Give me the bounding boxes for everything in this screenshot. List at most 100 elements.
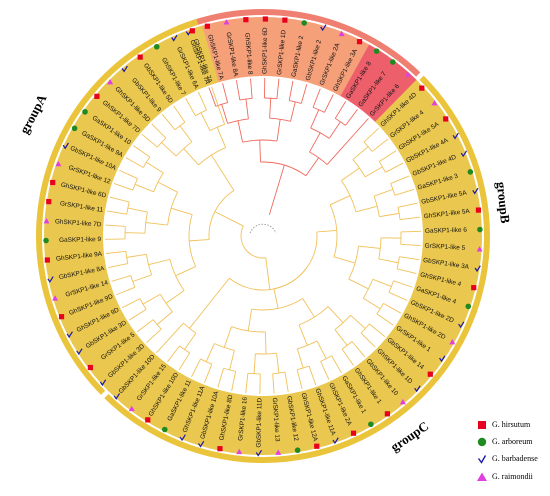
branch-line bbox=[197, 91, 207, 111]
clade-sector bbox=[255, 16, 277, 77]
species-marker-barbadense bbox=[255, 449, 263, 457]
branch-arc bbox=[360, 323, 370, 334]
species-marker-arboreum bbox=[368, 421, 374, 428]
branch-line bbox=[308, 365, 317, 386]
branch-arc bbox=[159, 293, 173, 312]
species-marker-hirsutum bbox=[50, 179, 56, 186]
branch-arc bbox=[223, 367, 236, 372]
branch-line bbox=[296, 348, 304, 369]
branch-arc bbox=[188, 214, 197, 267]
clade-sector bbox=[121, 358, 173, 417]
branch-arc bbox=[208, 190, 235, 240]
legend-item-raimondii: G. raimondii bbox=[476, 470, 533, 482]
branch-line bbox=[348, 278, 369, 290]
species-marker-barbadense bbox=[99, 379, 107, 387]
branch-arc bbox=[376, 303, 384, 315]
species-marker-hirsutum bbox=[356, 39, 363, 45]
red-square-icon bbox=[476, 418, 488, 430]
species-marker-arboreum bbox=[71, 125, 78, 132]
branch-line bbox=[363, 128, 379, 143]
branch-line bbox=[316, 230, 337, 233]
branch-arc bbox=[126, 201, 130, 215]
branch-line bbox=[326, 147, 343, 165]
species-marker-raimondii bbox=[399, 398, 406, 405]
species-marker-barbadense bbox=[414, 385, 421, 393]
branch-line bbox=[247, 309, 253, 331]
branch-line bbox=[178, 352, 191, 371]
legend-label-raimondii: G. raimondii bbox=[492, 471, 533, 481]
species-marker-barbadense bbox=[121, 65, 128, 73]
clade-sector bbox=[71, 314, 132, 361]
species-marker-arboreum bbox=[153, 43, 160, 50]
branch-line bbox=[369, 323, 386, 337]
species-marker-hirsutum bbox=[189, 28, 195, 34]
branch-line bbox=[328, 121, 341, 139]
clade-sector bbox=[416, 267, 478, 299]
branch-line bbox=[323, 94, 334, 113]
clade-sector bbox=[44, 245, 105, 271]
branch-line bbox=[119, 169, 138, 179]
branch-arc bbox=[240, 225, 266, 259]
branch-arc bbox=[195, 109, 207, 117]
branch-line bbox=[133, 145, 151, 158]
clade-sector bbox=[411, 281, 474, 318]
clade-sector bbox=[228, 393, 253, 455]
branch-line bbox=[390, 175, 410, 184]
clade-sector bbox=[398, 307, 459, 353]
species-marker-barbadense bbox=[47, 276, 54, 283]
branch-line bbox=[108, 263, 128, 268]
clade-sector bbox=[420, 200, 482, 225]
leaf-label: GbSKP1-like 11D bbox=[256, 398, 264, 448]
branch-line bbox=[284, 372, 289, 393]
branch-line bbox=[105, 224, 126, 227]
branch-line bbox=[385, 162, 404, 173]
clade-sector bbox=[314, 28, 353, 90]
branch-line bbox=[378, 258, 399, 264]
species-marker-hirsutum bbox=[384, 411, 390, 417]
branch-line bbox=[151, 123, 167, 139]
clade-sector bbox=[101, 73, 157, 128]
branch-line bbox=[396, 268, 417, 275]
legend-item-barbadense: G. barbadense bbox=[476, 452, 538, 464]
species-marker-barbadense bbox=[452, 132, 459, 140]
branch-line bbox=[364, 166, 383, 178]
branch-line bbox=[156, 311, 173, 325]
tree-branches bbox=[105, 78, 421, 394]
species-marker-raimondii bbox=[55, 160, 62, 167]
branch-arc bbox=[378, 237, 382, 259]
species-marker-raimondii bbox=[43, 218, 50, 224]
branch-line bbox=[161, 114, 176, 131]
species-marker-arboreum bbox=[373, 48, 380, 54]
branch-line bbox=[106, 210, 127, 215]
species-marker-raimondii bbox=[107, 78, 114, 85]
legend-item-arboreum: G. arboreum bbox=[476, 435, 532, 447]
branch-line bbox=[142, 293, 161, 305]
clade-sector bbox=[63, 301, 124, 345]
branch-line bbox=[217, 368, 225, 388]
species-marker-arboreum bbox=[82, 109, 88, 115]
clade-sector bbox=[77, 101, 137, 151]
species-markers bbox=[43, 16, 483, 457]
species-marker-hirsutum bbox=[314, 443, 320, 449]
clade-sector bbox=[271, 17, 296, 78]
clade-sector bbox=[405, 294, 467, 336]
clade-sector bbox=[171, 381, 211, 443]
branch-line bbox=[394, 188, 415, 196]
clade-sector bbox=[182, 25, 219, 88]
species-marker-hirsutum bbox=[475, 207, 482, 213]
species-marker-hirsutum bbox=[204, 23, 211, 29]
branch-line bbox=[185, 98, 196, 116]
clade-sector bbox=[381, 332, 438, 384]
legend-label-barbadense: G. barbadense bbox=[492, 453, 538, 463]
species-marker-arboreum bbox=[467, 169, 474, 175]
branch-line bbox=[310, 109, 320, 129]
branch-line bbox=[320, 361, 330, 380]
clade-sector bbox=[384, 94, 443, 145]
branch-line bbox=[161, 142, 177, 157]
clade-sector bbox=[300, 23, 335, 85]
species-marker-arboreum bbox=[301, 20, 307, 26]
clade-sector bbox=[115, 60, 168, 118]
species-marker-raimondii bbox=[431, 99, 438, 106]
branch-line bbox=[165, 290, 185, 304]
species-marker-barbadense bbox=[460, 150, 468, 158]
